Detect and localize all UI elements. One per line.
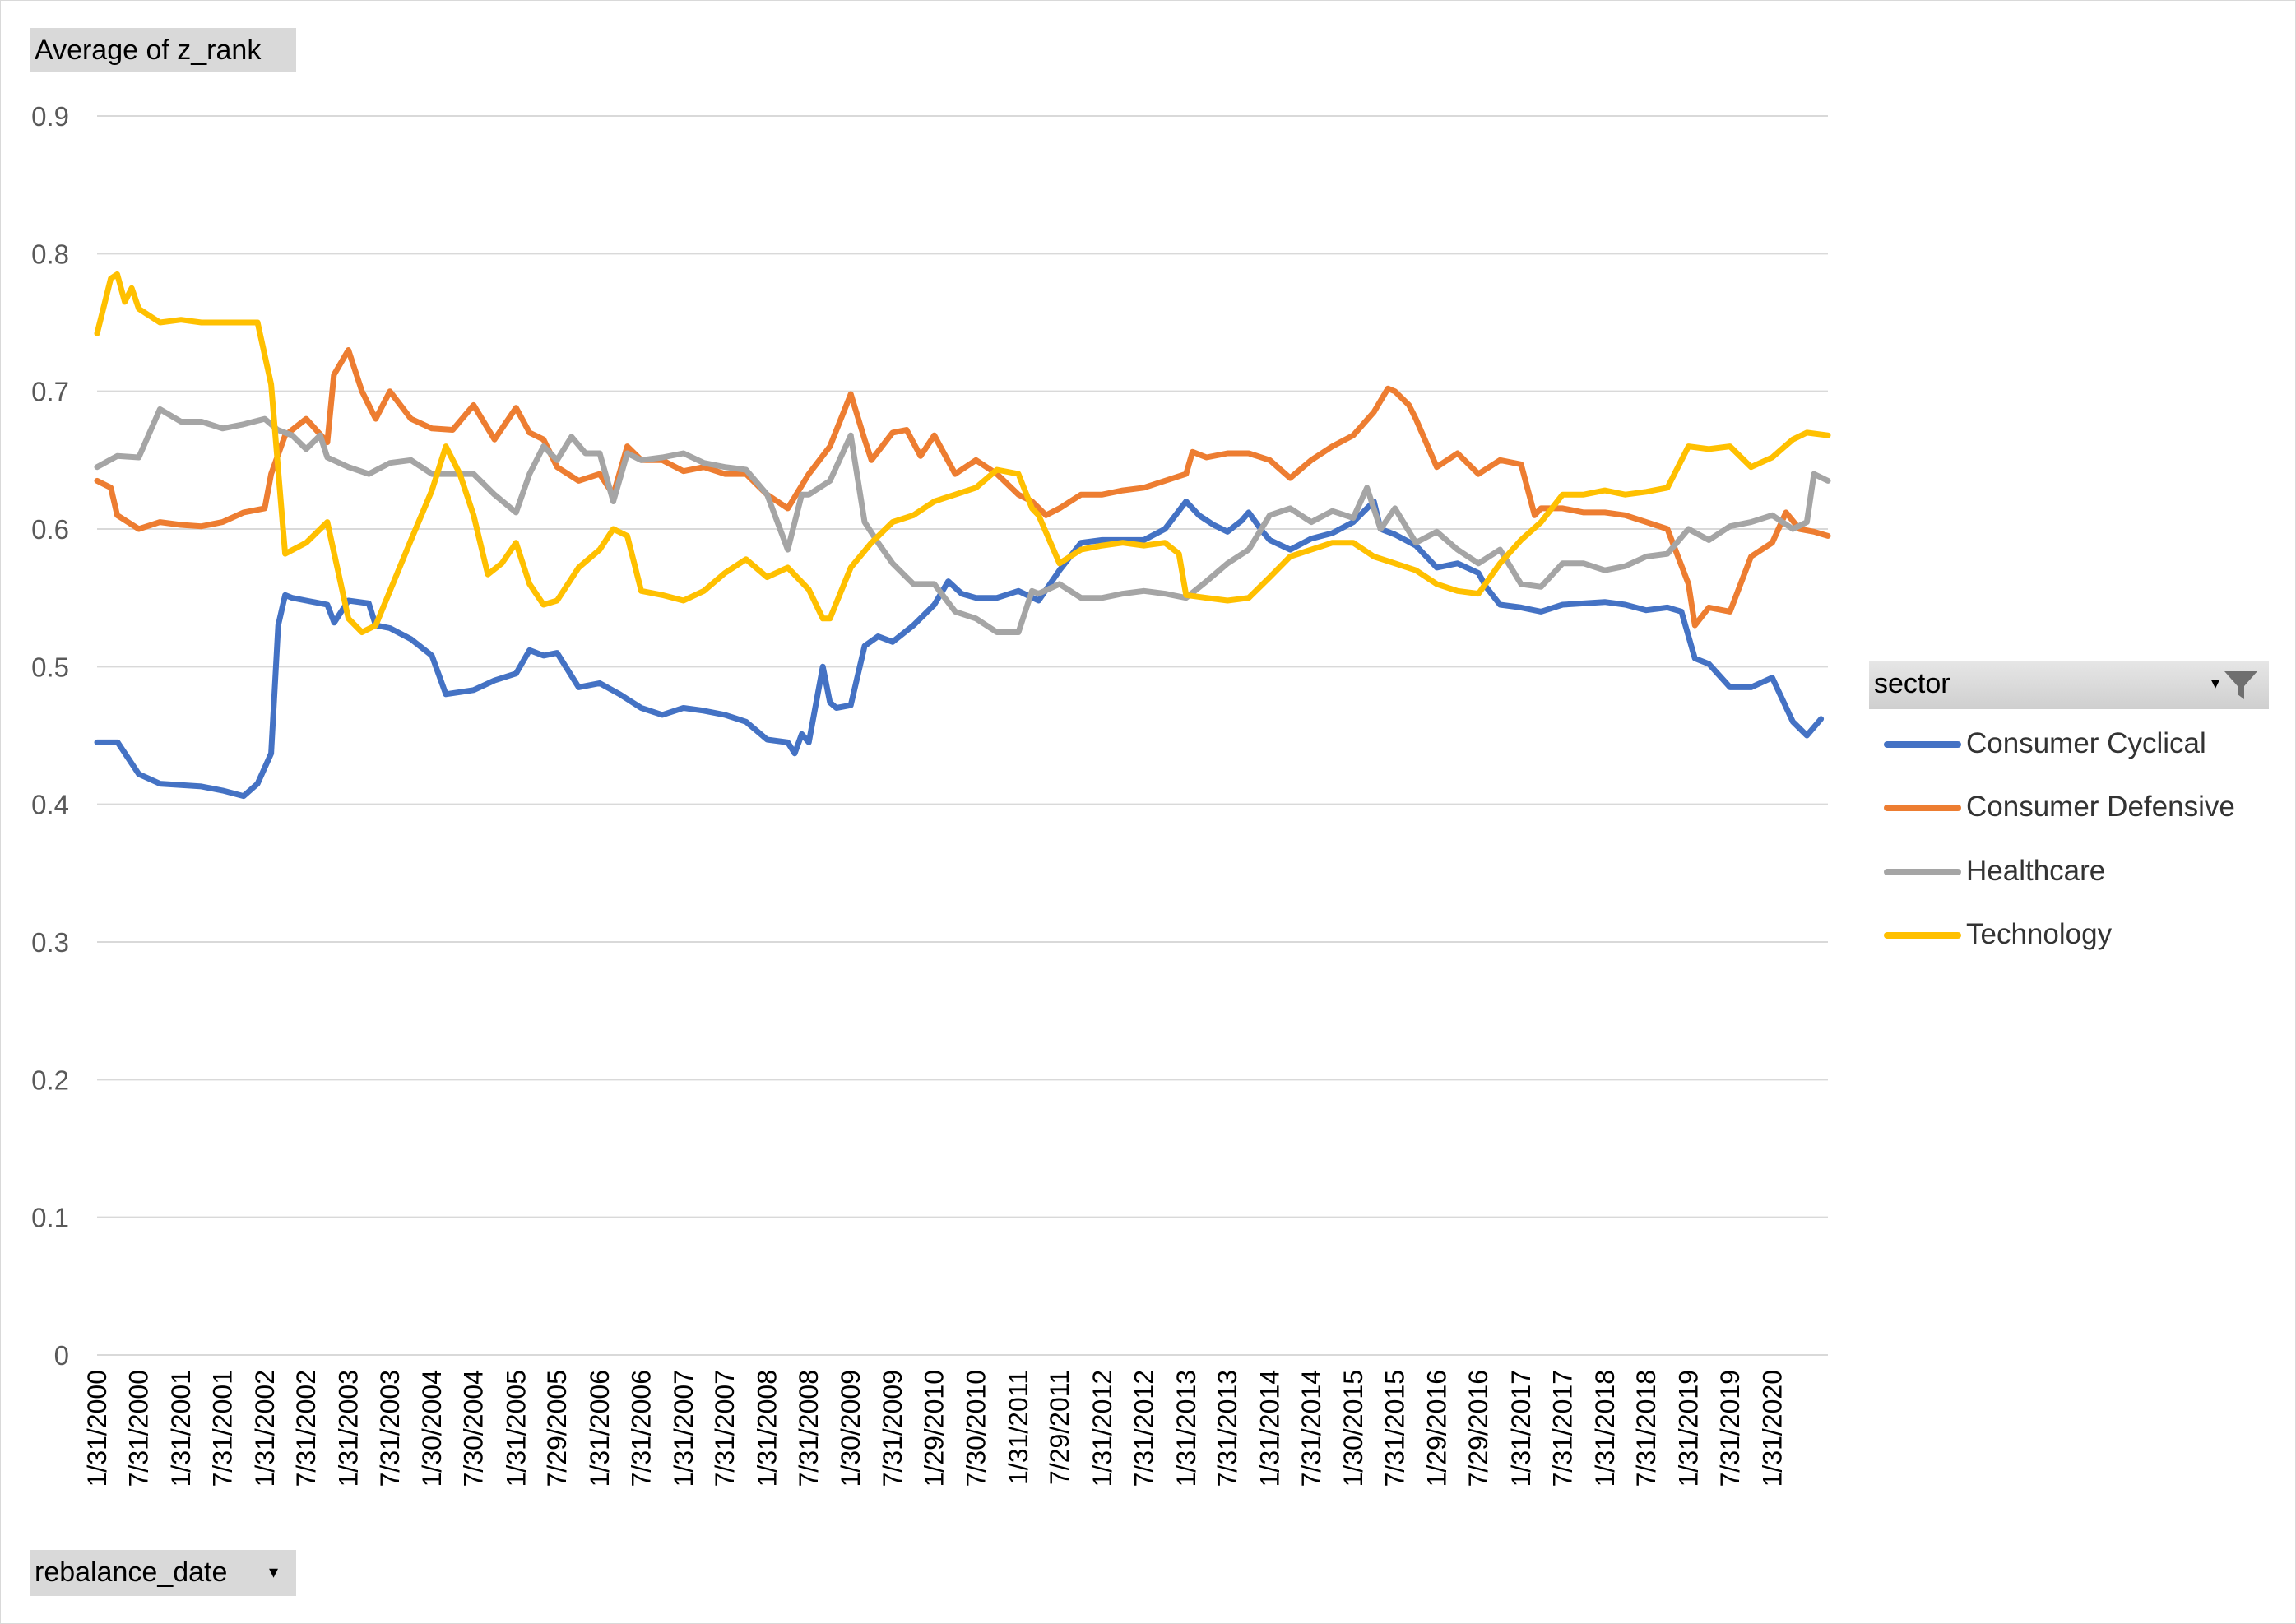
x-tick-label: 1/31/2018 (1590, 1370, 1620, 1487)
x-tick-label: 1/31/2012 (1088, 1370, 1117, 1487)
x-tick-label: 7/31/2019 (1715, 1370, 1745, 1487)
y-tick-label: 0 (54, 1340, 69, 1371)
legend-label: Healthcare (1966, 855, 2106, 887)
gridlines (97, 115, 1828, 1356)
values-field-label: Average of z_rank (35, 35, 262, 66)
legend-label: Technology (1966, 918, 2113, 950)
filter-icon[interactable] (2223, 670, 2259, 701)
x-tick-label: 7/30/2010 (961, 1370, 990, 1487)
x-tick-label: 1/31/2011 (1004, 1370, 1033, 1485)
x-axis-ticks: 1/31/2000 7/31/2000 1/31/2001 7/31/2001 1/31… (82, 1370, 1787, 1487)
y-tick-label: 0.6 (31, 514, 69, 545)
chevron-down-icon[interactable]: ▾ (2211, 675, 2220, 693)
x-tick-label: 7/31/2006 (626, 1370, 656, 1487)
x-tick-label: 1/31/2013 (1171, 1370, 1201, 1487)
y-tick-label: 0.5 (31, 652, 69, 682)
x-tick-label: 7/31/2001 (207, 1370, 237, 1487)
x-tick-label: 7/31/2009 (878, 1370, 907, 1487)
y-tick-label: 0.3 (31, 927, 69, 958)
x-tick-label: 1/31/2002 (250, 1370, 280, 1487)
x-tick-label: 7/31/2008 (794, 1370, 823, 1487)
axis-field-button[interactable]: rebalance_date ▾ (30, 1550, 296, 1596)
series-line-consumer-defensive[interactable] (94, 347, 1831, 629)
x-tick-label: 1/31/2014 (1255, 1370, 1285, 1487)
x-tick-label: 1/31/2005 (501, 1370, 531, 1487)
axis-field-label: rebalance_date (35, 1557, 228, 1588)
x-tick-label: 1/30/2004 (417, 1370, 447, 1487)
x-tick-label: 7/29/2011 (1045, 1370, 1074, 1485)
y-axis-ticks: 0 0.1 0.2 0.3 0.4 0.5 0.6 0.7 0.8 0.9 (31, 101, 69, 1371)
x-tick-label: 7/31/2002 (291, 1370, 321, 1487)
x-tick-label: 7/30/2004 (459, 1370, 489, 1487)
legend-swatch (1884, 741, 1961, 748)
x-tick-label: 1/31/2020 (1757, 1370, 1787, 1487)
x-tick-label: 7/29/2016 (1463, 1370, 1493, 1487)
x-tick-label: 1/30/2009 (836, 1370, 865, 1487)
x-tick-label: 1/31/2007 (669, 1370, 698, 1487)
x-tick-label: 7/31/2014 (1296, 1370, 1326, 1487)
x-tick-label: 7/29/2005 (542, 1370, 572, 1487)
x-tick-label: 7/31/2000 (124, 1370, 154, 1487)
y-tick-label: 0.7 (31, 377, 69, 407)
legend-swatch (1884, 805, 1961, 811)
x-tick-label: 7/31/2013 (1213, 1370, 1242, 1487)
x-tick-label: 1/30/2015 (1338, 1370, 1368, 1487)
x-tick-label: 1/29/2010 (920, 1370, 949, 1487)
x-tick-label: 1/31/2019 (1674, 1370, 1704, 1487)
chevron-down-icon[interactable]: ▾ (268, 1561, 278, 1582)
x-tick-label: 7/31/2015 (1380, 1370, 1410, 1487)
values-field-button[interactable]: Average of z_rank (30, 28, 296, 72)
y-tick-label: 0.9 (31, 101, 69, 132)
x-tick-label: 1/31/2001 (166, 1370, 196, 1487)
x-tick-label: 1/29/2016 (1422, 1370, 1451, 1487)
y-tick-label: 0.1 (31, 1203, 69, 1233)
y-tick-label: 0.2 (31, 1065, 69, 1095)
x-tick-label: 7/31/2012 (1129, 1370, 1158, 1487)
y-tick-label: 0.4 (31, 790, 69, 820)
legend-swatch (1884, 932, 1961, 939)
x-tick-label: 1/31/2000 (82, 1370, 112, 1487)
x-tick-label: 1/31/2003 (334, 1370, 364, 1487)
series-line-healthcare[interactable] (94, 406, 1831, 635)
x-tick-label: 1/31/2006 (585, 1370, 615, 1487)
x-tick-label: 1/31/2008 (753, 1370, 782, 1487)
series-line-consumer-cyclical[interactable] (94, 499, 1825, 800)
series-lines (94, 271, 1831, 800)
x-tick-label: 1/31/2017 (1506, 1370, 1536, 1487)
legend-label: Consumer Cyclical (1966, 727, 2206, 759)
series-line-technology[interactable] (94, 271, 1831, 635)
y-tick-label: 0.8 (31, 239, 69, 269)
x-tick-label: 7/31/2007 (710, 1370, 740, 1487)
x-tick-label: 7/31/2003 (375, 1370, 405, 1487)
x-tick-label: 7/31/2018 (1631, 1370, 1661, 1487)
legend-label: Consumer Defensive (1966, 791, 2235, 823)
legend-swatch (1884, 869, 1961, 875)
legend-field-button[interactable]: sector ▾ (1869, 661, 2269, 709)
legend-field-label: sector (1874, 668, 1950, 699)
x-tick-label: 7/31/2017 (1547, 1370, 1577, 1487)
